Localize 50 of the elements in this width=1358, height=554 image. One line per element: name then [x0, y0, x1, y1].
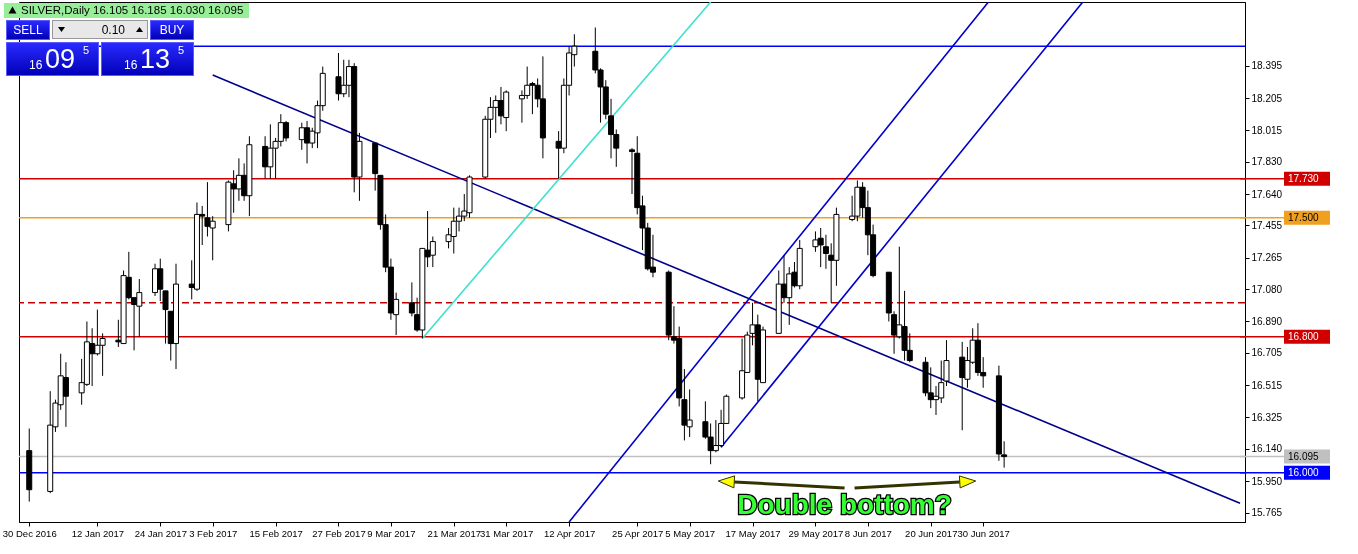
y-tick-label: 16.140 — [1251, 443, 1283, 455]
ref-line-label: 16.800 — [1288, 330, 1320, 342]
y-tick-label: 18.015 — [1251, 124, 1283, 136]
annotation: BUY — [150, 20, 194, 40]
x-tick-label: 21 Mar 2017 — [427, 527, 481, 539]
y-tick-label: 17.640 — [1251, 188, 1283, 200]
x-tick-label: 30 Dec 2016 — [2, 527, 57, 539]
y-tick-label: 15.950 — [1251, 475, 1283, 487]
y-tick-label: 16.515 — [1251, 379, 1283, 391]
ref-line-label: 17.730 — [1288, 172, 1320, 184]
y-tick-label: 17.080 — [1251, 283, 1283, 295]
y-tick-label: 17.455 — [1251, 219, 1283, 231]
ref-line-label: 17.500 — [1288, 211, 1320, 223]
x-tick-label: 17 May 2017 — [725, 527, 781, 539]
x-tick-label: 15 Feb 2017 — [249, 527, 303, 539]
x-tick-label: 20 Jun 2017 — [905, 527, 958, 539]
x-tick-label: 24 Jan 2017 — [134, 527, 187, 539]
annotation: 16 — [29, 58, 43, 72]
ref-line-label: 16.095 — [1288, 450, 1320, 462]
x-tick-label: 30 Jun 2017 — [957, 527, 1010, 539]
annotation: 09 — [45, 44, 76, 75]
y-tick-label: 16.890 — [1251, 315, 1283, 327]
annotation: 13 — [140, 44, 171, 75]
chart-title: SILVER,Daily 16.105 16.185 16.030 16.095 — [4, 3, 250, 18]
y-tick-label: 18.205 — [1251, 92, 1283, 104]
x-tick-label: 9 Mar 2017 — [367, 527, 416, 539]
annotation: 5 — [178, 44, 185, 56]
x-tick-label: 8 Jun 2017 — [844, 527, 892, 539]
annotation: 16 — [124, 58, 138, 72]
annotation: 5 — [83, 44, 90, 56]
y-tick-label: 16.705 — [1251, 347, 1283, 359]
x-tick-label: 12 Apr 2017 — [543, 527, 596, 539]
y-tick-label: 15.765 — [1251, 507, 1283, 519]
x-tick-label: 27 Feb 2017 — [312, 527, 366, 539]
annotation: Double bottom? — [737, 489, 952, 520]
x-tick-label: 12 Jan 2017 — [71, 527, 125, 539]
x-tick-label: 31 Mar 2017 — [480, 527, 534, 539]
y-tick-label: 17.830 — [1251, 156, 1283, 168]
candlestick — [62, 361, 69, 428]
candlestick — [822, 234, 829, 270]
x-tick-label: 29 May 2017 — [788, 527, 844, 539]
y-tick-label: 18.395 — [1251, 60, 1283, 72]
ref-line-label: 16.000 — [1288, 466, 1320, 478]
x-tick-label: 3 Feb 2017 — [189, 527, 238, 539]
y-tick-label: 17.265 — [1251, 252, 1283, 264]
x-tick-label: 5 May 2017 — [665, 527, 715, 539]
annotation: SELL — [6, 20, 50, 40]
x-tick-label: 25 Apr 2017 — [612, 527, 664, 539]
annotation: 0.10 — [101, 23, 125, 37]
y-tick-label: 16.325 — [1251, 411, 1283, 423]
